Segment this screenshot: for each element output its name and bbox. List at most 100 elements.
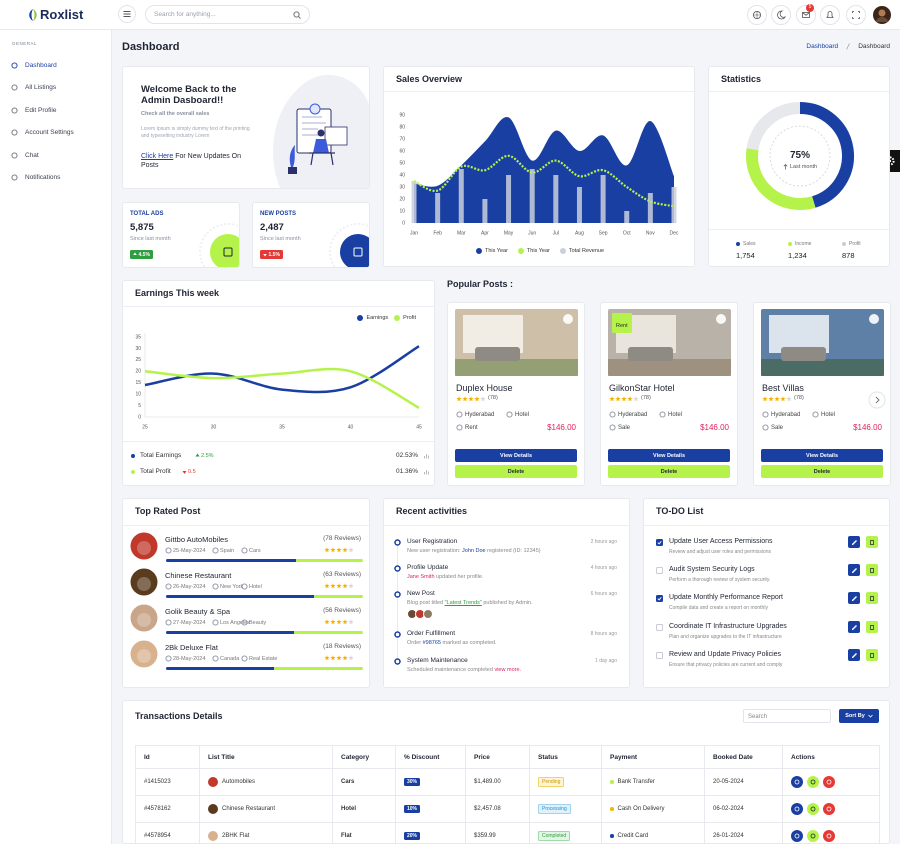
icon-shape: [424, 454, 429, 459]
icon: [456, 424, 463, 431]
favorite-button: [563, 314, 573, 324]
mail-button[interactable]: [796, 4, 816, 25]
view-button[interactable]: [791, 830, 803, 842]
edit-button[interactable]: [848, 592, 860, 604]
legend-value: 1,754: [736, 251, 755, 260]
edit-button[interactable]: [848, 536, 860, 548]
cell-text: Chinese Restaurant: [222, 806, 276, 812]
fullscreen-button[interactable]: [846, 5, 866, 25]
edit-button[interactable]: [807, 776, 819, 788]
btn: [823, 776, 835, 788]
bell-button[interactable]: [820, 5, 840, 25]
x-tick-label: 30: [211, 424, 217, 430]
x-tick-label: 40: [348, 424, 354, 430]
star: [480, 396, 486, 402]
view-details-button[interactable]: View Details: [455, 449, 577, 462]
donut-segment: [746, 102, 801, 151]
y-tick-label: 90: [399, 112, 405, 118]
image-furniture: [475, 347, 520, 361]
delete-button[interactable]: Delete: [608, 465, 730, 478]
todo-checkbox[interactable]: [656, 624, 663, 631]
edit-button[interactable]: [848, 649, 860, 661]
progress-bar: [166, 559, 363, 562]
todo-checkbox[interactable]: [656, 652, 663, 659]
edit-button[interactable]: [807, 830, 819, 842]
icon: [762, 424, 769, 431]
table-cell: 26-01-2024: [704, 822, 783, 843]
desc-highlight[interactable]: "Latest Trends": [444, 600, 482, 606]
image-floor: [761, 359, 884, 376]
sidebar-item[interactable]: Account Settings: [0, 126, 111, 140]
bin: [870, 568, 874, 573]
column-header: Actions: [782, 745, 880, 769]
arrow: [263, 254, 267, 257]
edit-button[interactable]: [807, 803, 819, 815]
sidebar-label: Account Settings: [25, 129, 74, 136]
column-header: Payment: [601, 745, 705, 769]
icon-shape: [456, 424, 463, 431]
legend-label: Profit: [849, 241, 861, 247]
view-details-button[interactable]: View Details: [761, 449, 883, 462]
person-body: [313, 139, 329, 153]
delete-button[interactable]: [866, 536, 878, 548]
todo-checkbox[interactable]: [656, 567, 663, 574]
delete-button[interactable]: [823, 803, 835, 815]
star: [621, 396, 627, 402]
delete-button[interactable]: [866, 564, 878, 576]
breadcrumb-link[interactable]: Dashboard: [806, 43, 839, 50]
bar: [624, 211, 630, 223]
desc-highlight[interactable]: Jane Smith: [407, 574, 435, 580]
sidebar-item[interactable]: Edit Profile: [0, 103, 111, 117]
language-button[interactable]: [747, 5, 767, 25]
table-search[interactable]: Search: [743, 709, 831, 723]
payment-cell: Credit Card: [610, 833, 696, 839]
star: [456, 396, 462, 402]
sidebar-item[interactable]: Chat: [0, 148, 111, 162]
menu-button[interactable]: [118, 5, 136, 23]
legend-swatch: [559, 248, 566, 254]
desc-highlight[interactable]: view more.: [494, 667, 522, 673]
y-tick-label: 20: [135, 369, 141, 375]
actions-cell: [791, 803, 871, 815]
todo-checkbox[interactable]: [656, 595, 663, 602]
desc-text: updated her profile.: [434, 574, 484, 580]
delete-button[interactable]: Delete: [455, 465, 577, 478]
section-title: Popular Posts :: [447, 279, 514, 289]
sidebar-item[interactable]: Dashboard: [0, 58, 111, 72]
rating-stars: [762, 396, 792, 402]
search-box[interactable]: Search for anything...: [145, 5, 310, 24]
cell-text: Cars: [341, 779, 355, 785]
legend-value: 878: [842, 251, 855, 260]
delete-button[interactable]: [866, 649, 878, 661]
table-cell: Chinese Restaurant: [199, 795, 333, 823]
delete-button[interactable]: Delete: [761, 465, 883, 478]
delete-button[interactable]: [866, 621, 878, 633]
icon-shape: [424, 470, 429, 475]
desc-highlight[interactable]: #98765: [422, 640, 441, 646]
sidebar-item[interactable]: Notifications: [0, 171, 111, 185]
edit-button[interactable]: [848, 564, 860, 576]
delete-button[interactable]: [866, 592, 878, 604]
transactions-table: Id List Title Category% Discount Price Statu…: [135, 745, 880, 843]
dot: [394, 631, 401, 638]
delete-button[interactable]: [823, 776, 835, 788]
star: [330, 583, 336, 589]
sort-button[interactable]: Sort By: [839, 709, 879, 723]
welcome-link[interactable]: Click Here: [141, 153, 174, 160]
view-details-button[interactable]: View Details: [608, 449, 730, 462]
view-button[interactable]: [791, 776, 803, 788]
status-badge: Processing: [538, 804, 571, 814]
icon: [11, 129, 18, 136]
button-label: View Details: [653, 452, 685, 459]
theme-button[interactable]: [771, 5, 791, 25]
icon: [11, 151, 18, 159]
sidebar-item[interactable]: All Listings: [0, 81, 111, 95]
view-button[interactable]: [791, 803, 803, 815]
user-avatar[interactable]: [873, 6, 891, 24]
trend-arrow: [182, 471, 187, 474]
delete-button[interactable]: [823, 830, 835, 842]
todo-checkbox[interactable]: [656, 539, 663, 546]
desc-highlight[interactable]: John Doe: [462, 548, 486, 554]
y-tick-label: 70: [399, 136, 405, 142]
edit-button[interactable]: [848, 621, 860, 633]
